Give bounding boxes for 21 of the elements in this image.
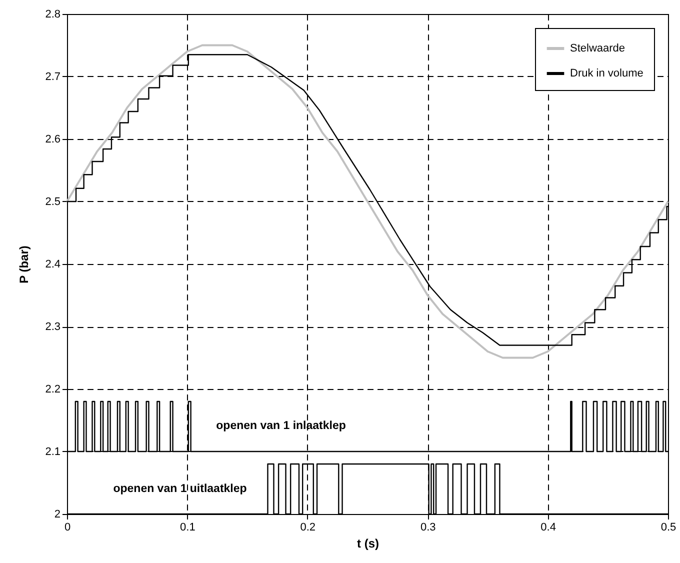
x-tick-label: 0.3 bbox=[420, 522, 436, 534]
y-tick-label: 2.7 bbox=[45, 71, 60, 83]
legend-label: Druk in volume bbox=[570, 68, 644, 80]
annotation: openen van 1 inlaatklep bbox=[216, 420, 346, 432]
x-axis-title: t (s) bbox=[357, 536, 379, 550]
annotation: openen van 1 uitlaatklep bbox=[113, 483, 247, 495]
y-tick-label: 2.1 bbox=[45, 446, 60, 458]
x-tick-label: 0 bbox=[64, 522, 71, 534]
y-tick-label: 2.4 bbox=[45, 258, 60, 270]
y-axis-title: P (bar) bbox=[17, 246, 32, 284]
y-tick-label: 2.3 bbox=[45, 321, 60, 333]
y-tick-label: 2.2 bbox=[45, 384, 60, 396]
y-tick-label: 2.5 bbox=[45, 196, 60, 208]
y-tick-label: 2.8 bbox=[45, 8, 60, 20]
x-tick-label: 0.5 bbox=[660, 522, 676, 534]
x-tick-label: 0.4 bbox=[540, 522, 556, 534]
legend-label: Stelwaarde bbox=[570, 42, 626, 54]
x-tick-label: 0.1 bbox=[180, 522, 196, 534]
y-tick-label: 2 bbox=[54, 508, 60, 520]
y-tick-label: 2.6 bbox=[45, 134, 60, 146]
x-tick-label: 0.2 bbox=[300, 522, 316, 534]
